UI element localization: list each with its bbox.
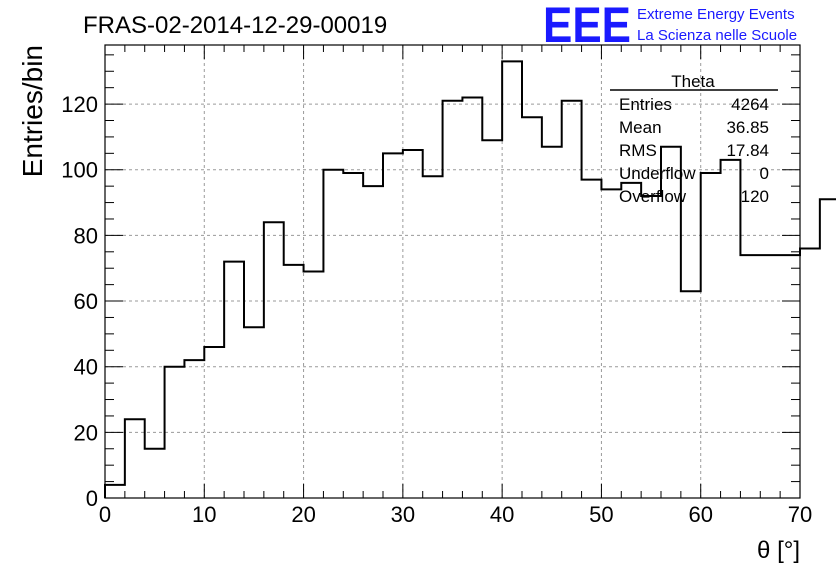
histogram-bin (780, 255, 800, 498)
histogram-bin (304, 272, 324, 499)
x-axis-label: θ [°] (757, 537, 800, 564)
y-tick-label: 20 (74, 420, 98, 445)
eee-logo-mark: EEE (543, 0, 631, 53)
x-tick-label: 40 (490, 502, 514, 527)
y-tick-label: 60 (74, 289, 98, 314)
stats-row-value: 120 (741, 187, 769, 206)
histogram-bin (165, 367, 185, 498)
histogram-bin (383, 153, 403, 498)
histogram-bin (462, 98, 482, 498)
histogram-bin (125, 419, 145, 498)
x-tick-label: 10 (192, 502, 216, 527)
histogram-bin (443, 101, 463, 498)
x-tick-label: 50 (589, 502, 613, 527)
x-tick-label: 20 (291, 502, 315, 527)
stats-row-label: Mean (619, 118, 662, 137)
histogram-bin (621, 183, 641, 498)
histogram-bin (701, 173, 721, 498)
y-tick-label: 100 (61, 158, 98, 183)
histogram-bin (482, 140, 502, 498)
histogram-bin (363, 186, 383, 498)
y-tick-label: 40 (74, 355, 98, 380)
histogram-bin (403, 150, 423, 498)
histogram-bin (264, 222, 284, 498)
histogram-bin (681, 291, 701, 498)
histogram-bin (641, 196, 661, 498)
x-tick-label: 0 (99, 502, 111, 527)
histogram-bin (105, 485, 125, 498)
stats-row-label: RMS (619, 141, 657, 160)
histogram-bin (721, 160, 741, 498)
grid (105, 45, 800, 498)
plot-frame (104, 44, 801, 499)
histogram-bin (522, 117, 542, 498)
histogram-bin (184, 360, 204, 498)
x-tick-label: 60 (688, 502, 712, 527)
logo-line-1: Extreme Energy Events (637, 6, 795, 23)
histogram-outline (104, 60, 836, 498)
stats-row-label: Underflow (619, 164, 696, 183)
stats-row-value: 36.85 (726, 118, 769, 137)
histogram-bin (800, 249, 820, 498)
y-axis-label: Entries/bin (17, 45, 48, 177)
histogram-bin (343, 173, 363, 498)
stats-rows: Entries 4264 Mean 36.85 RMS 17.84 Underflow 0 Ov… (619, 95, 769, 206)
histogram-bin (244, 327, 264, 498)
histogram-bin (502, 61, 522, 498)
x-tick-label: 30 (391, 502, 415, 527)
stats-row-label: Overflow (619, 187, 687, 206)
stats-row-value: 4264 (731, 95, 769, 114)
tick-labels: 0 10 20 30 40 50 60 70 0 20 40 60 80 100 120 (61, 92, 812, 527)
stats-row-value: 0 (760, 164, 769, 183)
histogram-bin (760, 255, 780, 498)
stats-row-label: Entries (619, 95, 672, 114)
stats-row-value: 17.84 (726, 141, 769, 160)
histogram-bin (542, 147, 562, 498)
histogram-bin (740, 255, 760, 498)
stats-title: Theta (671, 72, 715, 91)
histogram-bin (224, 262, 244, 498)
chart-title: FRAS-02-2014-12-29-00019 (83, 12, 387, 39)
histogram-bin (284, 265, 304, 498)
histogram-bin (601, 189, 621, 498)
y-tick-label: 80 (74, 223, 98, 248)
histogram-bin (562, 101, 582, 498)
histogram-bin (323, 170, 343, 498)
histogram-bin (204, 347, 224, 498)
stats-box: Theta Entries 4264 Mean 36.85 RMS 17.84 Underf… (610, 72, 778, 206)
histogram-bin (423, 176, 443, 498)
histogram-bin (582, 180, 602, 498)
histogram-bin (145, 449, 165, 498)
y-tick-label: 0 (86, 486, 98, 511)
x-tick-label: 70 (788, 502, 812, 527)
histogram-bin (820, 199, 836, 498)
logo-line-2: La Scienza nelle Scuole (637, 27, 797, 44)
y-tick-label: 120 (61, 92, 98, 117)
